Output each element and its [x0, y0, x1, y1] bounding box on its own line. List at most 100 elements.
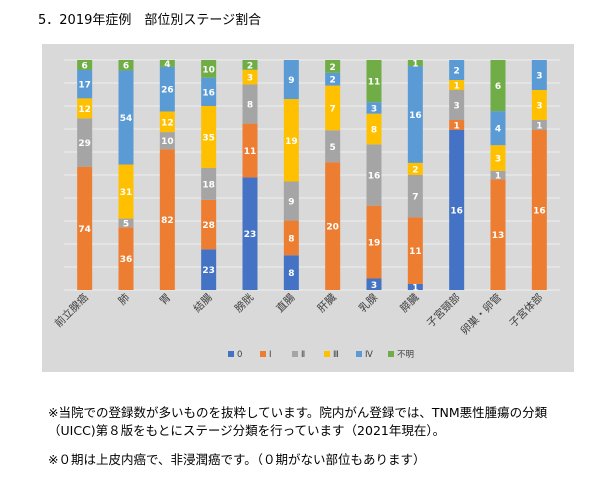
legend-label: 0 — [237, 350, 242, 360]
data-label: 9 — [288, 198, 294, 208]
bar-segment — [283, 255, 299, 290]
bar-segment — [325, 60, 341, 73]
data-label: 11 — [409, 247, 422, 257]
data-label: 4 — [164, 60, 170, 70]
data-label: 9 — [288, 76, 294, 86]
data-label: 6 — [82, 62, 88, 72]
data-label: 16 — [202, 88, 215, 98]
bar-segment — [283, 220, 299, 256]
bar-segment — [490, 179, 506, 290]
bar-segment — [159, 66, 175, 112]
bar-segment — [449, 130, 465, 290]
page-heading: 5．2019年症例 部位別ステージ割合 — [38, 13, 262, 28]
data-label: 23 — [202, 266, 215, 276]
data-label: 31 — [120, 188, 133, 198]
bar-segment — [283, 181, 299, 221]
data-label: 20 — [326, 223, 339, 233]
data-label: 16 — [368, 172, 381, 182]
bar-segment — [449, 120, 465, 130]
data-label: 1 — [536, 122, 542, 132]
bar-segment — [366, 60, 382, 103]
data-label: 8 — [288, 234, 294, 244]
data-label: 3 — [536, 102, 542, 112]
data-label: 16 — [533, 207, 546, 217]
bar-segment — [77, 60, 93, 70]
bar-segment — [407, 283, 423, 290]
note-stage-zero: ※０期は上皮内癌で、非浸潤癌です。（０期がない部位もあります） — [48, 452, 426, 467]
data-label: 3 — [454, 102, 460, 112]
bar-segment — [407, 175, 423, 218]
legend-label: 不明 — [397, 350, 414, 360]
legend-label: Ⅳ — [365, 350, 373, 360]
data-label: 12 — [161, 118, 174, 128]
bar-segment — [407, 66, 423, 163]
bar-segment — [242, 69, 258, 85]
data-label: 8 — [288, 269, 294, 279]
data-label: 4 — [495, 125, 501, 135]
legend-swatch — [260, 351, 266, 357]
data-label: 8 — [371, 126, 377, 136]
data-label: 2 — [454, 67, 460, 77]
data-label: 2 — [330, 63, 336, 73]
bar-segment — [77, 98, 93, 119]
data-label: 16 — [450, 207, 463, 217]
bar-segment — [490, 170, 506, 180]
bar-segment — [242, 84, 258, 124]
data-label: 1 — [454, 82, 460, 92]
bar-segment — [449, 60, 465, 80]
data-label: 1 — [412, 283, 418, 293]
data-label: 10 — [202, 65, 215, 75]
bar-segment — [201, 77, 217, 106]
note-registration: ※当院での登録数が多いものを抜粋しています。院内がん登録では、TNM悪性腫瘍の分… — [48, 405, 548, 438]
bar-segment — [366, 144, 382, 206]
bar-segment — [283, 99, 299, 182]
bar-segment — [325, 162, 341, 290]
legend-label: Ⅱ — [301, 350, 305, 360]
bar-segment — [490, 60, 506, 112]
bar-segment — [531, 90, 547, 120]
data-label: 3 — [371, 104, 377, 114]
data-label: 3 — [371, 281, 377, 291]
bar-segment — [118, 164, 134, 219]
data-label: 74 — [78, 225, 91, 235]
data-label: 17 — [78, 81, 91, 91]
legend-swatch — [324, 351, 330, 357]
bar-segment — [531, 130, 547, 290]
data-label: 11 — [368, 78, 381, 88]
data-label: 8 — [247, 101, 253, 111]
data-label: 26 — [161, 86, 174, 96]
bar-segment — [242, 60, 258, 70]
bar-segment — [366, 278, 382, 290]
data-label: 2 — [247, 61, 253, 71]
bar-segment — [242, 177, 258, 290]
bar-segment — [531, 60, 547, 90]
bar-segment — [201, 167, 217, 200]
chart-panel: 74 29 12 17 6 前立腺癌 36 5 31 54 6 肺 82 10 12 26 4 胃 23 28 18 35… — [42, 44, 574, 372]
legend-swatch — [356, 351, 362, 357]
legend-label: Ⅰ — [269, 350, 272, 360]
data-label: 3 — [495, 154, 501, 164]
bar-segment — [159, 132, 175, 150]
bar-segment — [449, 90, 465, 120]
bar-segment — [407, 217, 423, 284]
bar-segment — [407, 60, 423, 67]
bar-segment — [201, 106, 217, 168]
data-label: 82 — [161, 216, 174, 226]
data-label: 35 — [202, 133, 215, 143]
bar-segment — [77, 166, 93, 290]
data-label: 1 — [454, 122, 460, 132]
data-label: 29 — [78, 139, 91, 149]
data-label: 19 — [368, 239, 381, 249]
data-label: 54 — [120, 114, 133, 124]
bar-segment — [118, 218, 134, 228]
bar-segment — [118, 70, 134, 165]
data-label: 18 — [202, 180, 215, 190]
legend-swatch — [228, 351, 234, 357]
bar-segment — [77, 70, 93, 99]
bar-segment — [201, 199, 217, 250]
data-label: 11 — [244, 147, 257, 157]
data-label: 1 — [495, 172, 501, 182]
bar-segment — [283, 60, 299, 100]
bar-segment — [449, 80, 465, 90]
data-label: 19 — [285, 137, 298, 147]
